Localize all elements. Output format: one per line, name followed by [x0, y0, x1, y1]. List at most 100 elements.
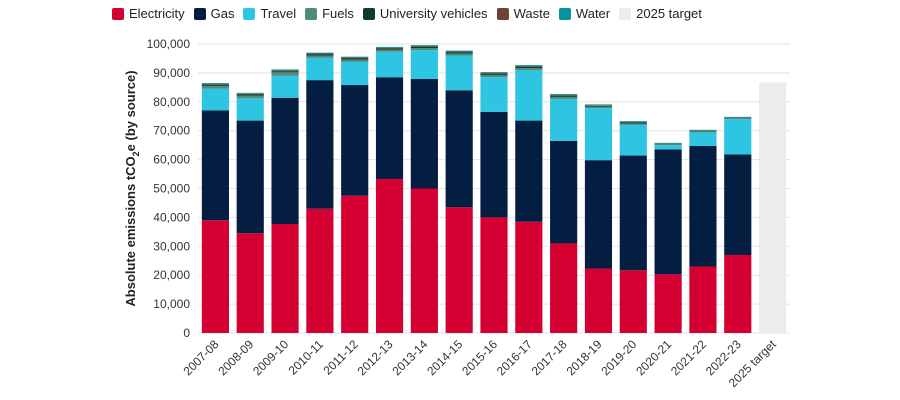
- bar-segment: [341, 61, 369, 86]
- y-tick-label: 0: [183, 326, 190, 340]
- bar-segment: [271, 97, 299, 225]
- bar-segment: [724, 154, 752, 255]
- bar-segment: [550, 95, 578, 97]
- bar-segment: [201, 83, 229, 85]
- legend-item: Water: [558, 6, 610, 21]
- bar-segment: [584, 108, 613, 161]
- y-tick-label: 90,000: [153, 66, 190, 80]
- bar-segment: [410, 45, 438, 47]
- bar-segment: [201, 84, 229, 86]
- bar-segment: [515, 120, 543, 222]
- bar-segment: [654, 145, 682, 150]
- bar-segment: [306, 54, 334, 56]
- x-tick-label: 2016-17: [494, 337, 535, 378]
- bar-segment: [445, 50, 473, 52]
- bar-segment: [654, 149, 682, 275]
- bar-segment: [410, 48, 438, 51]
- bar-segment: [550, 94, 578, 96]
- bar-segment: [619, 122, 647, 123]
- bar-segment: [445, 207, 473, 333]
- legend-item: University vehicles: [362, 6, 488, 21]
- legend-item: Fuels: [305, 6, 354, 21]
- y-tick-label: 80,000: [153, 95, 190, 109]
- y-axis-title: Absolute emissions tCO2e (by source): [123, 70, 141, 306]
- bar-segment: [689, 146, 717, 267]
- legend-item: Gas: [193, 6, 234, 21]
- bar-segment: [759, 82, 787, 333]
- bar-segment: [341, 195, 369, 333]
- bar-segment: [445, 51, 473, 53]
- bar-segment: [201, 88, 229, 111]
- bar-segment: [410, 188, 438, 333]
- bar-segment: [445, 53, 473, 56]
- bar-segment: [375, 77, 404, 179]
- bar-segment: [306, 57, 334, 81]
- bar-segment: [724, 254, 752, 333]
- bar-segment: [550, 98, 578, 141]
- bar-segment: [550, 140, 578, 244]
- x-tick-label: 2018-19: [564, 337, 605, 378]
- legend-label: University vehicles: [379, 6, 488, 21]
- bar-segment: [724, 118, 752, 120]
- x-tick-label: 2010-11: [286, 337, 327, 378]
- bar-segment: [236, 92, 264, 94]
- bar-segment: [271, 70, 299, 72]
- bar-segment: [515, 70, 543, 121]
- bar-segment: [201, 220, 229, 333]
- legend-label: Waste: [513, 6, 550, 21]
- x-tick-label: 2020-21: [633, 337, 674, 378]
- bar-segment: [410, 46, 438, 47]
- bar-segment: [445, 52, 473, 54]
- legend-label: Fuels: [322, 6, 354, 21]
- legend-item: Waste: [496, 6, 550, 21]
- legend-swatch: [496, 7, 509, 20]
- bar-segment: [515, 221, 543, 333]
- bar-segment: [584, 105, 613, 107]
- bar-segment: [375, 51, 404, 78]
- bar-segment: [550, 93, 578, 95]
- legend-item: 2025 target: [619, 6, 702, 21]
- x-tick-label: 2014-15: [424, 337, 465, 378]
- bar-segment: [306, 52, 334, 54]
- bar-segment: [584, 104, 613, 106]
- bar-segment: [201, 85, 229, 89]
- bar-segment: [375, 46, 404, 48]
- bar-segment: [689, 130, 717, 132]
- legend-item: Travel: [243, 6, 296, 21]
- bar-segment: [584, 106, 613, 109]
- bar-segment: [375, 49, 404, 52]
- bar-segment: [271, 69, 299, 71]
- bar-segment: [341, 85, 369, 196]
- bar-segment: [584, 160, 613, 269]
- bar-segment: [480, 77, 508, 112]
- bar-segment: [236, 95, 264, 99]
- bar-segment: [584, 105, 613, 106]
- x-tick-label: 2021-22: [668, 337, 709, 378]
- legend-swatch: [305, 7, 318, 20]
- y-tick-label: 40,000: [153, 210, 190, 224]
- x-tick-label: 2013-14: [389, 337, 430, 378]
- bar-segment: [236, 93, 264, 95]
- bar-segment: [445, 55, 473, 91]
- bar-segment: [480, 72, 508, 74]
- y-tick-label: 100,000: [147, 37, 191, 51]
- bar-segment: [375, 178, 404, 333]
- x-tick-label: 2011-12: [320, 337, 361, 378]
- bar-segment: [410, 78, 438, 189]
- bar-segment: [375, 48, 404, 50]
- legend-label: Travel: [260, 6, 297, 21]
- x-tick-label: 2008-09: [215, 337, 256, 378]
- y-tick-label: 60,000: [153, 153, 190, 167]
- bar-segment: [515, 65, 543, 67]
- bar-segment: [271, 75, 299, 98]
- bar-segment: [445, 90, 473, 208]
- legend-swatch: [243, 7, 256, 20]
- bar-segment: [271, 224, 299, 333]
- bar-segment: [236, 233, 264, 333]
- bar-segment: [619, 270, 647, 333]
- bar-segment: [515, 65, 543, 66]
- bar-segment: [306, 55, 334, 58]
- bar-segment: [515, 66, 543, 68]
